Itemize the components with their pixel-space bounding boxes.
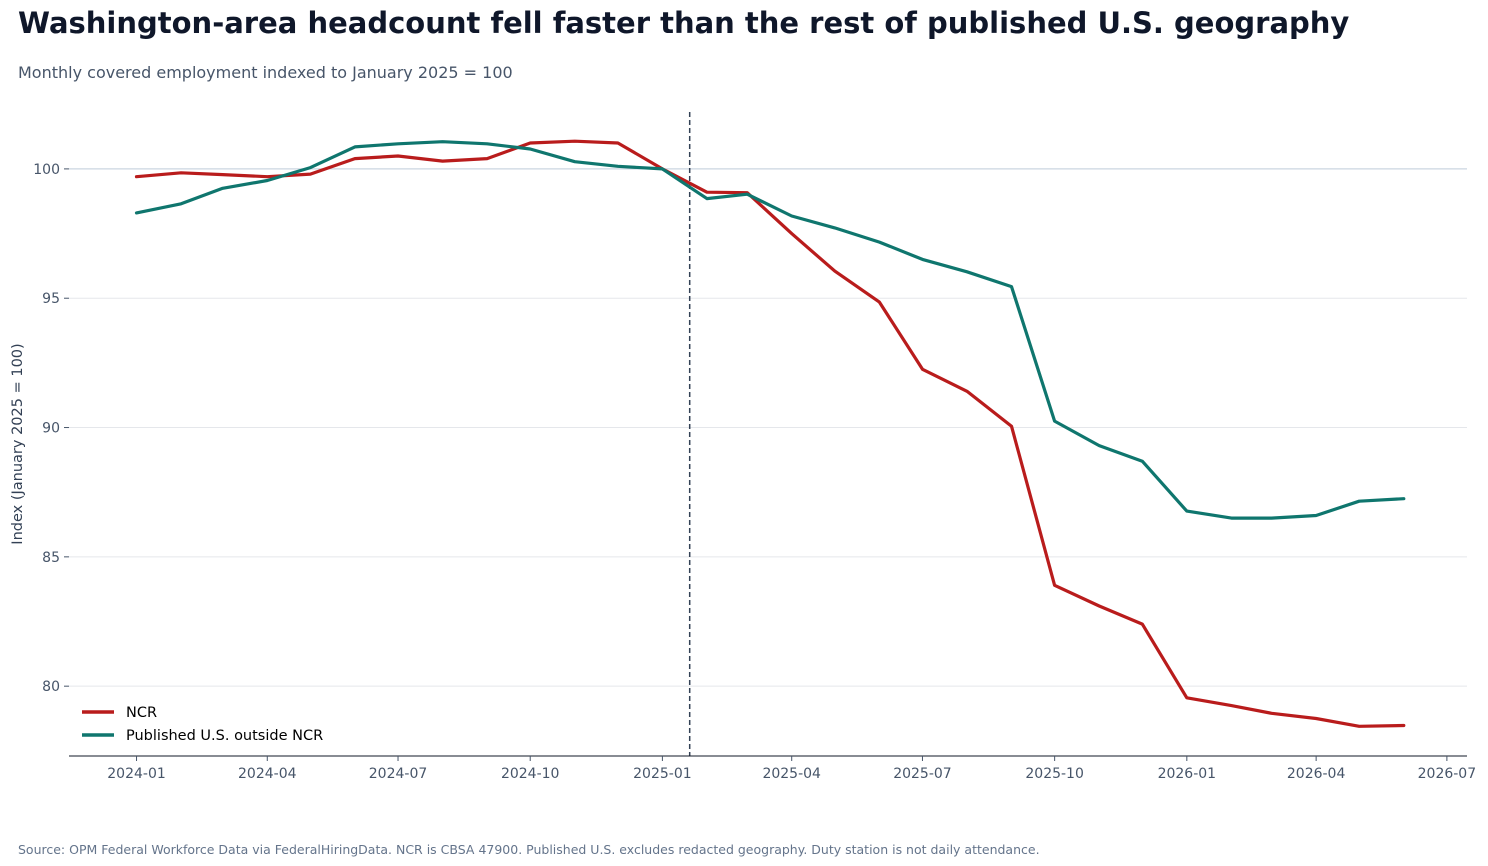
x-tick-label: 2024-10 bbox=[501, 766, 560, 782]
chart-subtitle: Monthly covered employment indexed to Ja… bbox=[18, 63, 513, 82]
x-tick-label: 2026-07 bbox=[1418, 766, 1477, 782]
legend-label: NCR bbox=[126, 705, 157, 721]
series-line-published-u-s-outside-ncr bbox=[134, 140, 1406, 520]
series-lines bbox=[134, 139, 1406, 728]
legend-label: Published U.S. outside NCR bbox=[126, 728, 323, 744]
y-tick-label: 90 bbox=[42, 421, 60, 437]
x-tick-label: 2025-10 bbox=[1025, 766, 1084, 782]
y-tick-label: 80 bbox=[42, 679, 60, 695]
legend: NCR Published U.S. outside NCR bbox=[82, 705, 323, 744]
x-tick-label: 2024-01 bbox=[107, 766, 166, 782]
x-tick-label: 2026-04 bbox=[1287, 766, 1346, 782]
x-tick-label: 2025-07 bbox=[893, 766, 952, 782]
source-note: Source: OPM Federal Workforce Data via F… bbox=[18, 842, 1040, 857]
x-tick-label: 2024-04 bbox=[238, 766, 297, 782]
axes: 80 85 90 95 100 2024-01 2024-04 2024-07 2024-10 2… bbox=[10, 162, 1476, 782]
x-tick-label: 2025-01 bbox=[633, 766, 692, 782]
y-tick-label: 100 bbox=[33, 162, 60, 178]
y-tick-label: 95 bbox=[42, 291, 60, 307]
series-line-ncr bbox=[134, 139, 1406, 728]
x-tick-label: 2026-01 bbox=[1158, 766, 1217, 782]
y-tick-label: 85 bbox=[42, 550, 60, 566]
y-axis-label: Index (January 2025 = 100) bbox=[10, 343, 26, 544]
x-tick-label: 2025-04 bbox=[762, 766, 821, 782]
gridlines bbox=[69, 168, 1467, 687]
x-tick-label: 2024-07 bbox=[369, 766, 428, 782]
chart-title: Washington-area headcount fell faster th… bbox=[18, 6, 1350, 40]
